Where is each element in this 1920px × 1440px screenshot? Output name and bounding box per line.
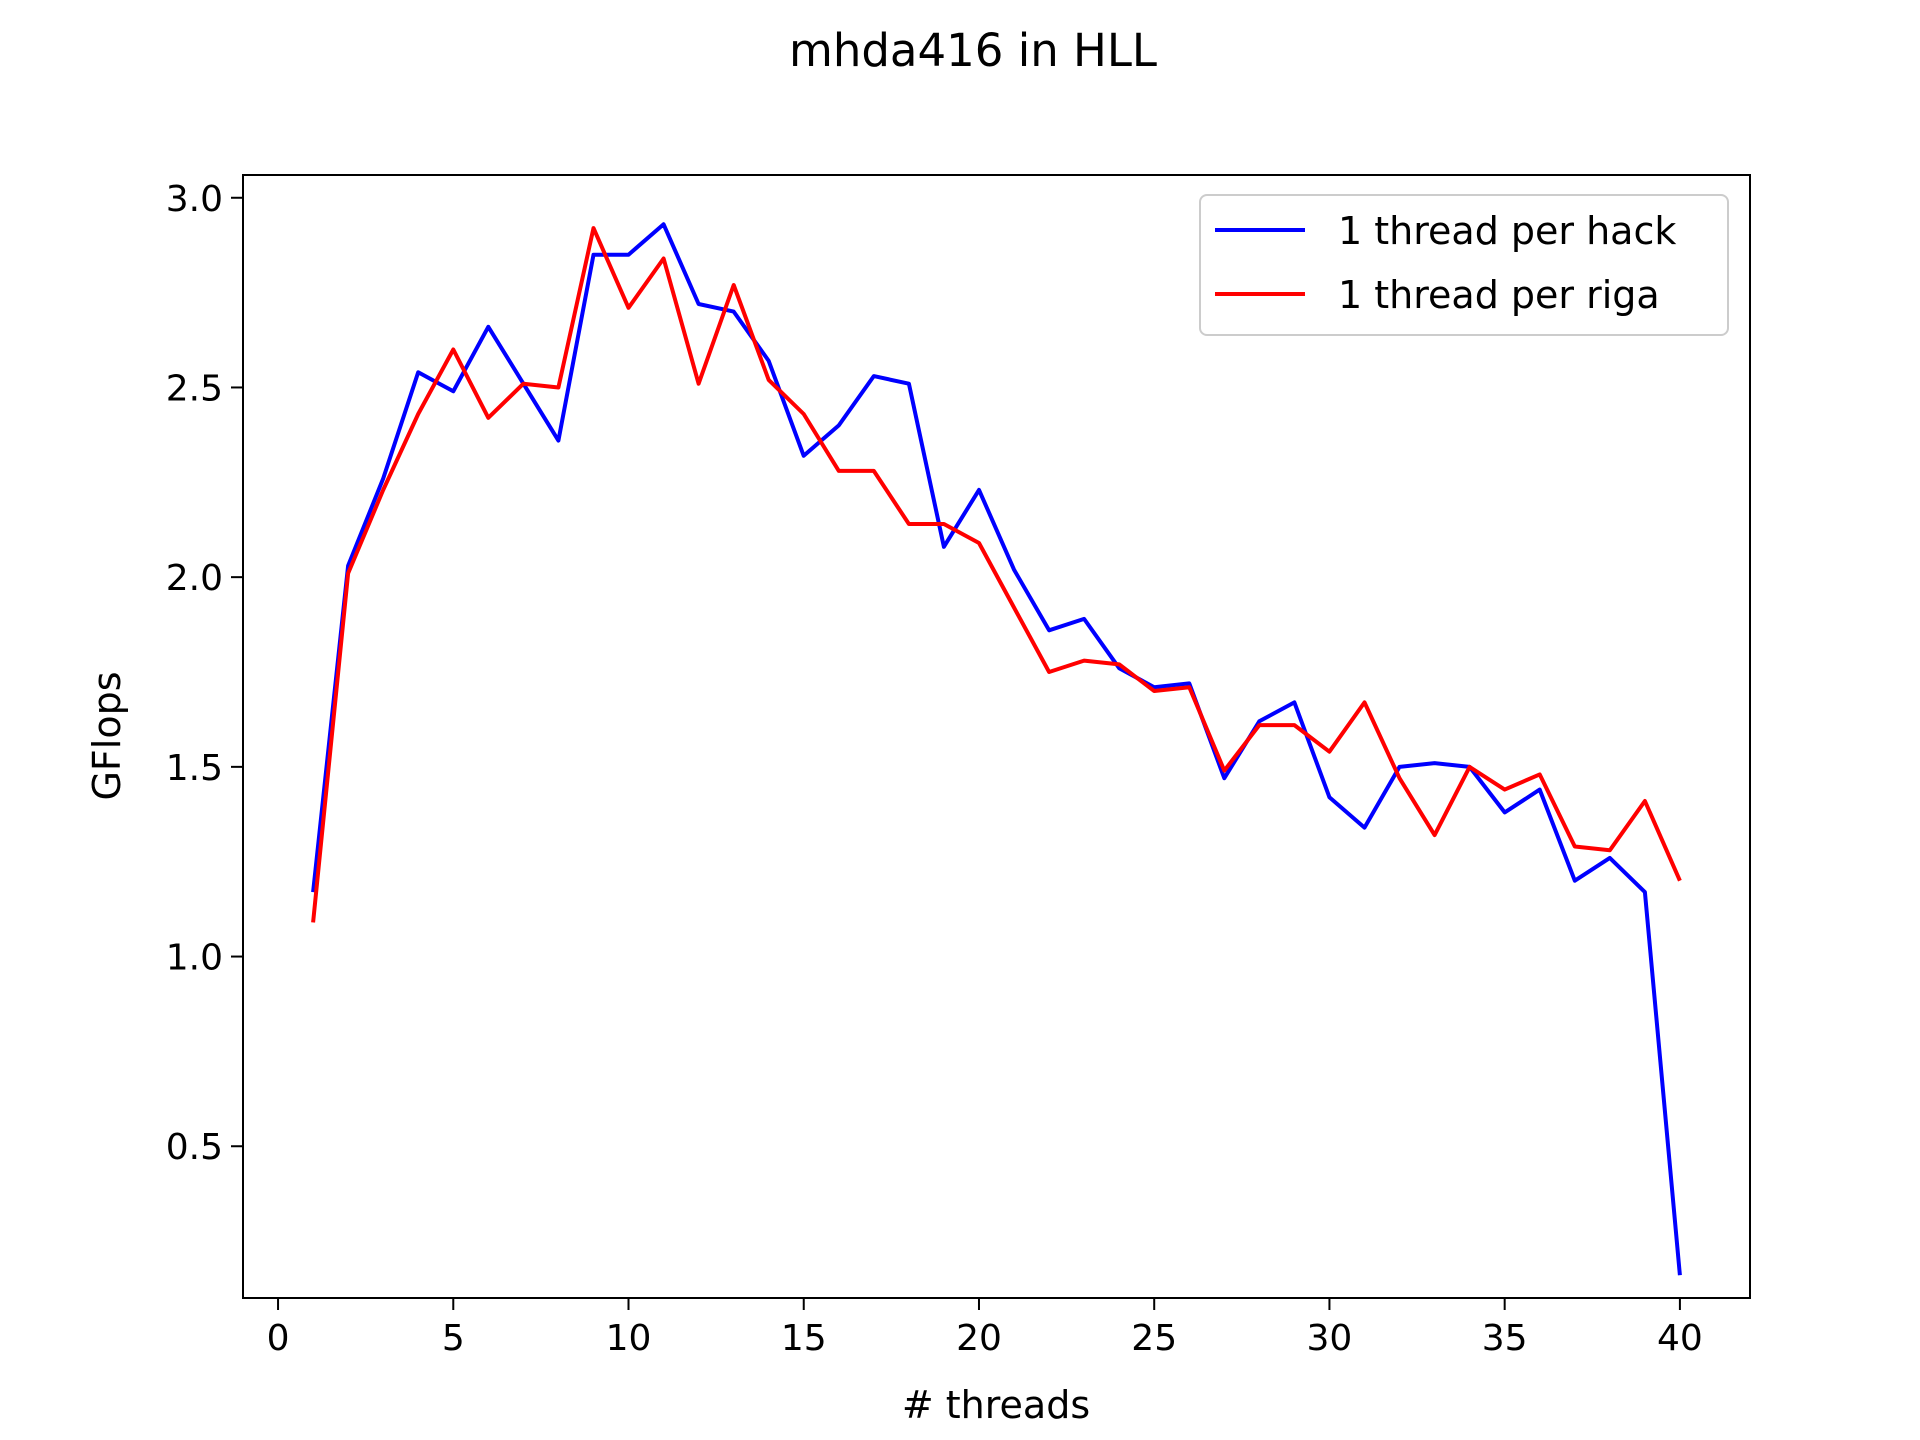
y-tick-label: 1.5 (166, 748, 223, 789)
y-tick-label: 2.5 (166, 368, 223, 409)
x-tick-label: 5 (442, 1318, 465, 1359)
plot-area-frame (242, 174, 1751, 1299)
chart-title: mhda416 in HLL (789, 24, 1157, 77)
x-tick-label: 15 (781, 1318, 827, 1359)
y-tick-label: 0.5 (166, 1127, 223, 1168)
y-tick-label: 1.0 (166, 938, 223, 979)
legend: 1 thread per hack 1 thread per riga (1199, 194, 1729, 336)
x-axis-label: # threads (902, 1383, 1090, 1427)
legend-box (1199, 194, 1729, 336)
y-tick-label: 3.0 (166, 179, 223, 220)
series-line-riga (311, 226, 1682, 923)
x-tick-label: 35 (1482, 1318, 1528, 1359)
y-tick-label: 2.0 (166, 558, 223, 599)
y-axis: 0.5 1.0 1.5 2.0 2.5 3.0 (166, 179, 243, 1168)
y-axis-label: GFlops (85, 671, 129, 800)
x-tick-label: 10 (606, 1318, 652, 1359)
series-line-hack (311, 222, 1682, 1276)
series-lines (311, 222, 1682, 1276)
x-tick-label: 30 (1307, 1318, 1353, 1359)
legend-label-hack: 1 thread per hack (1338, 209, 1676, 253)
x-tick-label: 0 (267, 1318, 290, 1359)
legend-label-riga: 1 thread per riga (1338, 273, 1660, 317)
x-tick-label: 40 (1657, 1318, 1703, 1359)
x-axis: 0 5 10 15 20 25 30 35 40 (267, 1298, 1703, 1359)
x-tick-label: 25 (1131, 1318, 1177, 1359)
x-tick-label: 20 (956, 1318, 1002, 1359)
